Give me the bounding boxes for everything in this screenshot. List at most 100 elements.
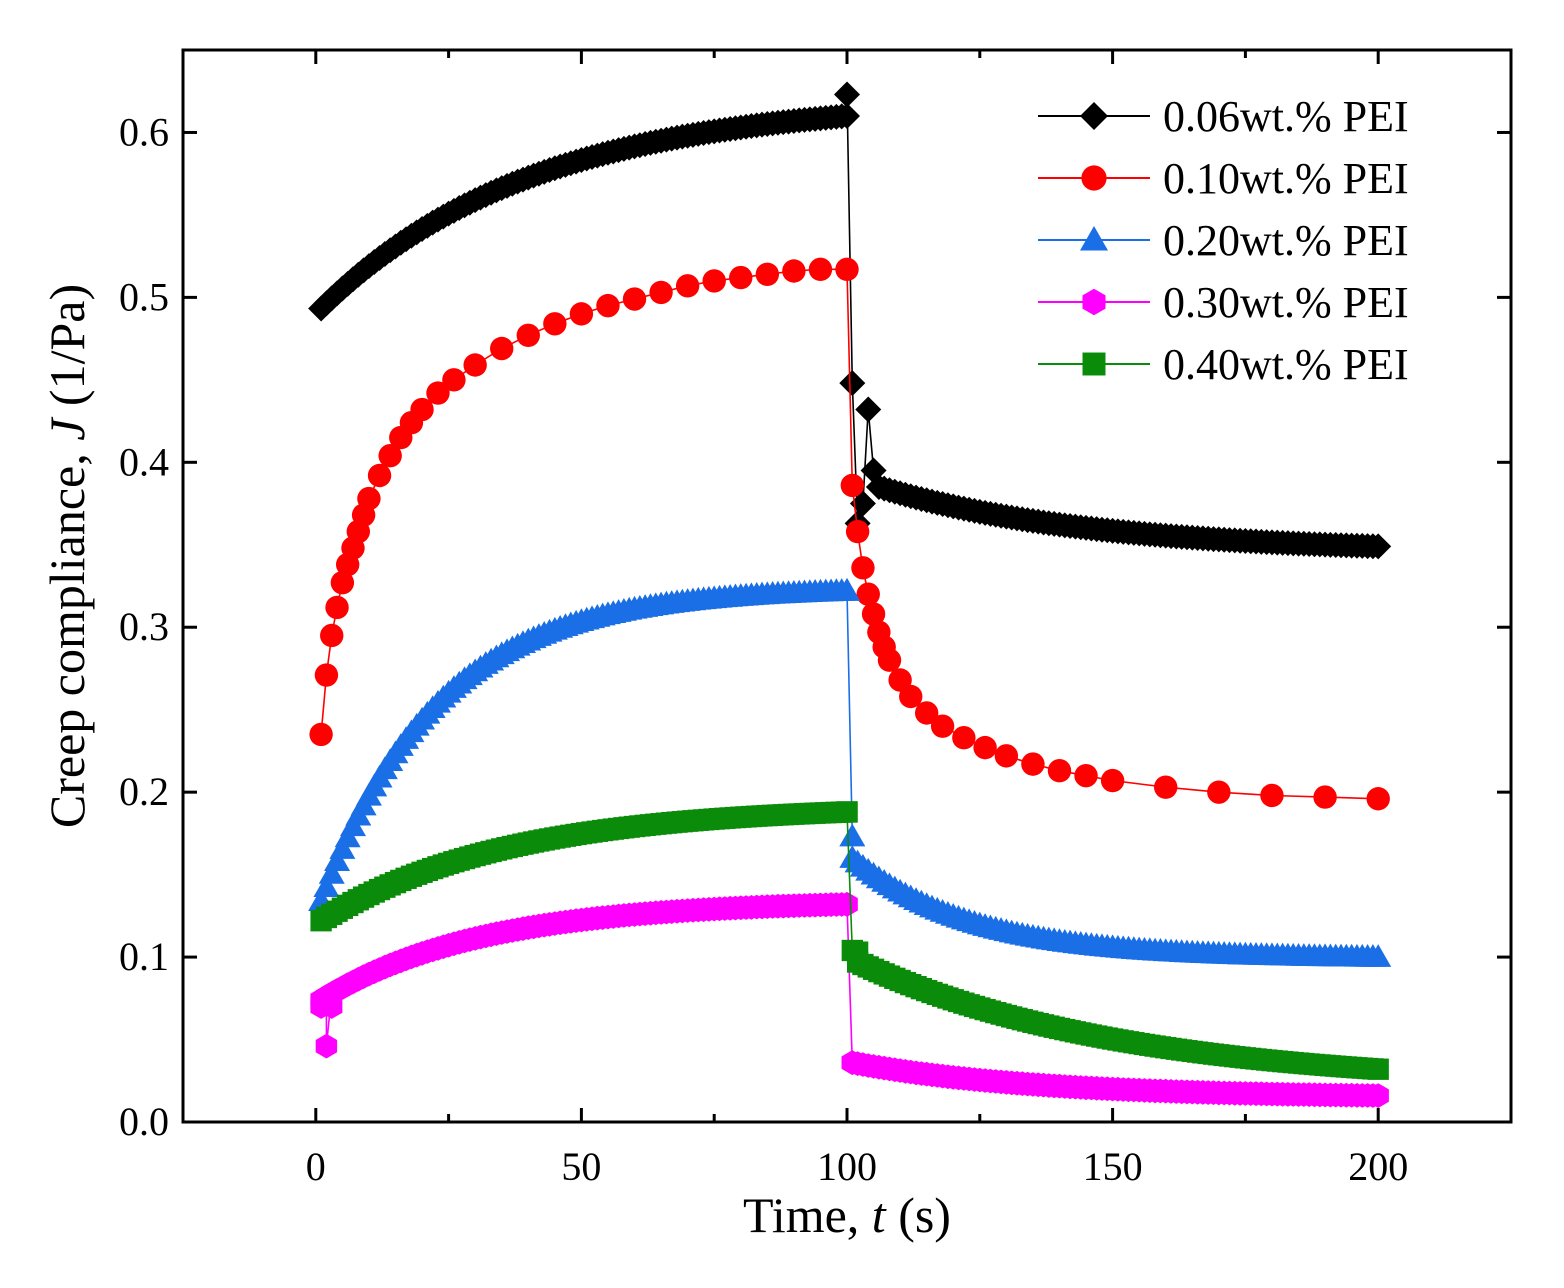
- legend-marker: [1082, 352, 1106, 376]
- data-point: [330, 571, 355, 595]
- data-point: [1100, 768, 1125, 793]
- data-point: [675, 274, 700, 298]
- data-point: [973, 735, 997, 760]
- x-axis-title: Time, t (s): [743, 1187, 951, 1243]
- data-point: [315, 1033, 338, 1059]
- data-point: [378, 444, 402, 468]
- axis-ticks: [183, 50, 1511, 1124]
- data-point: [808, 257, 833, 282]
- data-point: [849, 490, 876, 517]
- data-point: [840, 473, 865, 498]
- data-point: [321, 994, 343, 1019]
- data-point: [845, 519, 870, 544]
- data-point: [729, 265, 753, 290]
- y-tick-label: 0.5: [119, 274, 169, 319]
- y-tick-label: 0.2: [119, 769, 169, 814]
- data-point: [851, 556, 875, 580]
- data-point: [1313, 785, 1337, 809]
- legend-label: 0.06wt.% PEI: [1163, 92, 1409, 141]
- data-point: [329, 836, 356, 859]
- data-point: [324, 848, 351, 872]
- data-point: [649, 280, 673, 305]
- data-point: [930, 714, 955, 738]
- data-point: [1154, 775, 1178, 799]
- data-point: [1367, 1058, 1389, 1080]
- legend-label: 0.40wt.% PEI: [1163, 340, 1409, 389]
- series-diamond: [308, 81, 1392, 560]
- data-point: [1021, 752, 1045, 776]
- x-tick-label: 150: [1083, 1144, 1143, 1189]
- data-point: [622, 287, 647, 311]
- legend-label: 0.10wt.% PEI: [1163, 154, 1409, 203]
- data-point: [516, 323, 540, 348]
- legend: 0.06wt.% PEI 0.10wt.% PEI 0.20wt.% PEI 0.30…: [1038, 92, 1409, 389]
- data-point: [309, 722, 333, 747]
- data-point: [1207, 780, 1231, 804]
- legend-label: 0.30wt.% PEI: [1163, 278, 1409, 327]
- legend-item: 0.40wt.% PEI: [1038, 340, 1409, 389]
- series-hexagon: [310, 892, 1389, 1108]
- data-point: [856, 582, 880, 606]
- data-point: [490, 336, 514, 361]
- data-point: [834, 81, 860, 108]
- y-axis-title-suffix: (1/Pa): [39, 284, 95, 419]
- x-tick-label: 50: [561, 1144, 601, 1189]
- data-point: [702, 269, 726, 293]
- y-tick-label: 0.6: [119, 109, 169, 154]
- data-point: [899, 684, 923, 709]
- y-axis-title: Creep compliance, J (1/Pa): [39, 284, 95, 828]
- data-point: [569, 302, 594, 326]
- data-point: [839, 823, 866, 847]
- data-point: [782, 259, 806, 283]
- y-tick-label: 0.4: [119, 439, 169, 484]
- legend-marker: [1081, 165, 1107, 191]
- data-point: [839, 370, 866, 397]
- data-point: [877, 648, 902, 672]
- data-point: [835, 257, 859, 282]
- y-tick-label: 0.3: [119, 604, 169, 649]
- data-point: [320, 623, 344, 648]
- data-point: [426, 381, 450, 405]
- data-point: [1366, 787, 1390, 811]
- data-point: [463, 353, 487, 377]
- x-tick-label: 100: [817, 1144, 877, 1189]
- data-point: [1260, 783, 1284, 808]
- data-point: [1074, 763, 1098, 788]
- legend-marker: [1080, 226, 1108, 251]
- data-point: [318, 860, 345, 884]
- y-tick-label: 0.1: [119, 934, 169, 979]
- y-axis-title-var: J: [39, 416, 95, 441]
- data-point: [442, 368, 466, 392]
- legend-marker: [1080, 102, 1108, 130]
- series-circle: [309, 257, 1390, 811]
- y-tick-label: 0.0: [119, 1099, 169, 1144]
- x-axis-title-suffix: (s): [886, 1187, 951, 1243]
- data-point: [1365, 533, 1392, 560]
- data-point: [1047, 759, 1072, 783]
- x-axis-title-prefix: Time,: [743, 1187, 872, 1243]
- legend-item: 0.30wt.% PEI: [1038, 278, 1409, 327]
- x-tick-label: 200: [1348, 1144, 1408, 1189]
- data-point: [313, 874, 340, 898]
- data-point: [314, 663, 339, 687]
- legend-item: 0.10wt.% PEI: [1038, 154, 1409, 203]
- data-point: [914, 701, 939, 725]
- data-point: [855, 396, 882, 423]
- series-layer: [308, 81, 1392, 1108]
- tick-labels: 0 50 100 150 200 0.0 0.1 0.2 0.3 0.4 0.5 0.6: [119, 109, 1408, 1189]
- data-point: [596, 293, 620, 318]
- series-square: [310, 801, 1389, 1080]
- data-point: [755, 262, 780, 286]
- legend-item: 0.20wt.% PEI: [1038, 216, 1409, 265]
- data-point: [410, 397, 434, 422]
- data-point: [1367, 1083, 1389, 1108]
- x-tick-label: 0: [306, 1144, 326, 1189]
- data-point: [952, 726, 976, 750]
- x-axis-title-var: t: [872, 1187, 887, 1243]
- legend-label: 0.20wt.% PEI: [1163, 216, 1409, 265]
- data-point: [1365, 944, 1392, 967]
- legend-marker: [1082, 288, 1106, 316]
- data-point: [543, 312, 567, 336]
- data-point: [325, 595, 349, 620]
